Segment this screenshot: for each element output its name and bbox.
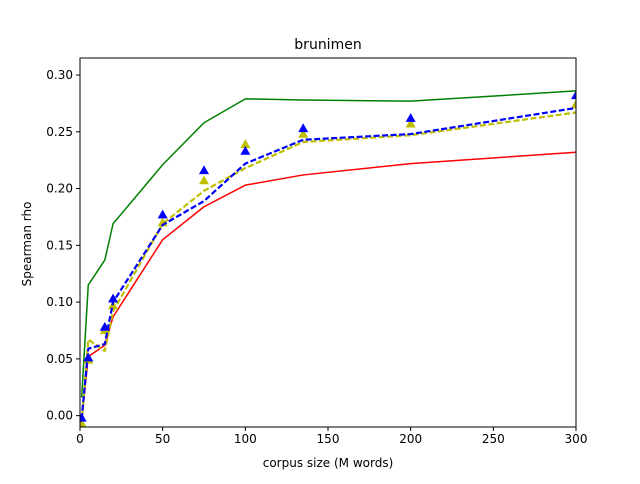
series-line-2 xyxy=(80,151,576,422)
x-tick-label: 250 xyxy=(482,432,505,446)
data-point-marker xyxy=(298,128,309,138)
y-axis-label: Spearman rho xyxy=(20,202,34,287)
data-point-marker xyxy=(157,209,168,219)
x-tick-label: 150 xyxy=(317,432,340,446)
data-point-marker xyxy=(80,412,87,422)
data-point-marker xyxy=(83,352,94,362)
y-tick-label: 0.20 xyxy=(46,182,73,196)
plot-area xyxy=(80,90,576,427)
data-point-marker xyxy=(298,123,309,133)
series-line-1 xyxy=(80,90,576,398)
series-line-4 xyxy=(80,106,576,420)
axes: 0 50 100 150 200 250 300 0.00 0.05 0.10 0.15 0.20 0.… xyxy=(46,57,588,446)
x-tick-label: 100 xyxy=(234,432,257,446)
x-tick-label: 50 xyxy=(155,432,170,446)
data-point-marker xyxy=(405,113,416,122)
data-point-marker xyxy=(240,145,251,155)
y-tick-label: 0.25 xyxy=(46,125,73,139)
y-tick-label: 0.00 xyxy=(46,409,73,423)
series-group xyxy=(80,90,576,427)
y-tick-label: 0.10 xyxy=(46,295,73,309)
x-tick-label: 300 xyxy=(565,432,588,446)
data-point-marker xyxy=(570,90,576,100)
y-tick-label: 0.15 xyxy=(46,238,73,252)
y-tick-label: 0.05 xyxy=(46,352,73,366)
series-line-3 xyxy=(80,111,576,424)
chart-title: brunimen xyxy=(294,37,361,53)
data-point-marker xyxy=(99,321,110,331)
data-point-marker xyxy=(198,175,210,185)
x-axis-label: corpus size (M words) xyxy=(263,456,394,470)
data-point-marker xyxy=(108,293,119,303)
plot-frame xyxy=(79,57,577,428)
data-point-marker xyxy=(198,165,210,175)
data-point-marker xyxy=(570,99,576,109)
data-point-marker xyxy=(405,118,416,128)
x-tick-label: 0 xyxy=(76,432,84,446)
y-tick-label: 0.30 xyxy=(46,68,73,82)
x-tick-label: 200 xyxy=(399,432,422,446)
